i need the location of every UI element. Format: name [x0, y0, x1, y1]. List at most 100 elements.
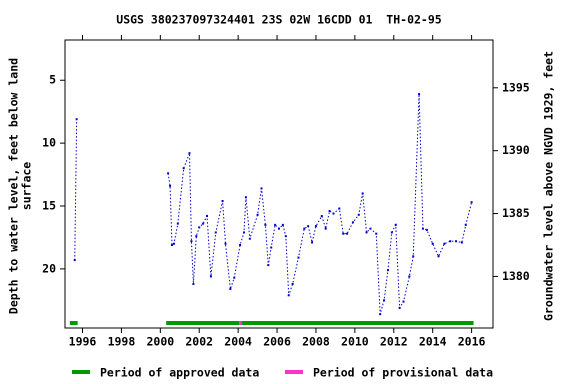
- y-tick-label: 20: [42, 261, 56, 275]
- data-point: [332, 212, 335, 215]
- data-point: [297, 256, 300, 259]
- y-axis-label: Depth to water level, feet below land: [7, 58, 21, 314]
- data-point: [264, 223, 267, 226]
- x-tick-label: 1998: [108, 335, 136, 349]
- data-point: [244, 196, 247, 199]
- data-point: [73, 259, 76, 262]
- x-tick-label: 2004: [224, 335, 252, 349]
- data-point: [346, 232, 349, 235]
- data-point: [229, 288, 232, 291]
- data-point: [443, 242, 446, 245]
- data-point: [421, 227, 424, 230]
- data-point: [287, 294, 290, 297]
- data-point: [224, 242, 227, 245]
- period-bar: [166, 321, 240, 325]
- data-point: [188, 152, 191, 155]
- data-point: [198, 226, 201, 229]
- data-point: [192, 282, 195, 285]
- data-point: [182, 167, 185, 170]
- data-point: [351, 221, 354, 224]
- x-tick-label: 1996: [69, 335, 97, 349]
- data-point: [202, 222, 205, 225]
- data-point: [460, 241, 463, 244]
- x-tick-label: 2002: [185, 335, 213, 349]
- y-tick-label: 15: [42, 199, 56, 213]
- data-point: [449, 240, 452, 243]
- data-point: [303, 227, 306, 230]
- data-point: [291, 282, 294, 285]
- data-point: [383, 299, 386, 302]
- data-point: [256, 213, 259, 216]
- data-point: [361, 192, 364, 195]
- data-line: [74, 94, 473, 315]
- x-tick-label: 2014: [419, 335, 447, 349]
- y2-tick-label: 1380: [502, 269, 530, 283]
- data-point: [418, 93, 421, 96]
- period-bar: [239, 321, 243, 325]
- data-point: [402, 300, 405, 303]
- data-point: [75, 118, 78, 121]
- data-point: [470, 201, 473, 204]
- data-point: [171, 243, 173, 246]
- data-point: [369, 227, 372, 230]
- data-point: [274, 223, 277, 226]
- data-point: [464, 223, 467, 226]
- data-point: [398, 306, 401, 309]
- data-point: [267, 264, 270, 267]
- data-point: [270, 246, 273, 249]
- data-point: [239, 243, 242, 246]
- period-bar: [69, 321, 78, 325]
- data-point: [437, 255, 440, 258]
- data-point: [324, 227, 327, 230]
- chart-title: USGS 380237097324401 23S 02W 16CDD 01 TH…: [116, 13, 441, 27]
- data-point: [431, 242, 434, 245]
- data-point: [328, 210, 331, 213]
- data-point: [281, 223, 284, 226]
- data-point: [172, 242, 175, 245]
- data-point: [455, 240, 458, 243]
- legend-label: Period of provisional data: [313, 366, 493, 380]
- y-axis-label: surface: [20, 162, 34, 211]
- data-point: [278, 227, 280, 230]
- y-tick-label: 5: [49, 73, 56, 87]
- data-point: [221, 199, 224, 202]
- data-point: [375, 232, 378, 235]
- data-point: [206, 215, 209, 218]
- x-tick-label: 2008: [302, 335, 330, 349]
- data-point: [386, 269, 389, 272]
- data-point: [320, 215, 323, 218]
- x-tick-label: 2000: [146, 335, 174, 349]
- y2-tick-label: 1390: [502, 143, 530, 157]
- data-point: [214, 231, 217, 234]
- x-tick-label: 2010: [341, 335, 369, 349]
- data-point: [169, 184, 172, 187]
- data-point: [314, 225, 317, 228]
- data-point: [284, 235, 287, 238]
- data-point: [338, 207, 341, 210]
- data-point: [209, 275, 212, 278]
- data-point: [195, 235, 198, 238]
- data-point: [357, 213, 360, 216]
- data-point: [176, 222, 179, 225]
- data-point: [260, 187, 263, 190]
- data-point: [342, 232, 345, 235]
- data-point: [248, 237, 251, 240]
- y2-tick-label: 1395: [502, 80, 530, 94]
- data-point: [379, 313, 382, 316]
- legend-label: Period of approved data: [100, 366, 259, 380]
- data-point: [412, 255, 415, 258]
- data-point: [394, 223, 397, 226]
- data-point: [311, 241, 314, 244]
- x-tick-label: 2012: [380, 335, 408, 349]
- data-point: [242, 231, 245, 234]
- y2-axis-label: Groundwater level above NGVD 1929, feet: [542, 51, 556, 321]
- data-point: [425, 228, 428, 231]
- x-tick-label: 2006: [263, 335, 291, 349]
- y-tick-label: 10: [42, 136, 56, 150]
- period-bar: [242, 321, 474, 325]
- data-point: [167, 172, 170, 175]
- data-point: [307, 225, 310, 228]
- data-point: [365, 231, 368, 234]
- data-point: [233, 276, 236, 279]
